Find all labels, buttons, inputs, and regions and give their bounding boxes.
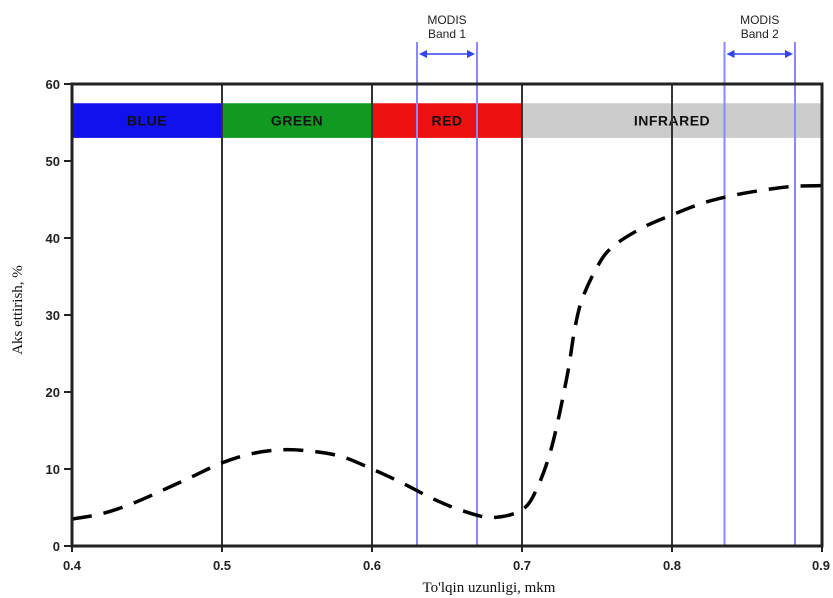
x-tick-label: 0.9 <box>812 558 830 573</box>
modis-band-label-line2: Band 2 <box>741 27 779 41</box>
color-band-green <box>222 103 372 138</box>
y-tick-label: 50 <box>46 154 60 169</box>
modis-band-arrow-head <box>726 50 735 58</box>
modis-band-arrow-head <box>419 50 427 58</box>
y-tick-label: 0 <box>53 539 60 554</box>
y-tick-label: 20 <box>46 385 60 400</box>
x-tick-label: 0.6 <box>363 558 381 573</box>
plot-background <box>72 84 822 546</box>
color-band-label: BLUE <box>127 113 167 129</box>
modis-band-arrow-head <box>785 50 793 58</box>
color-band-blue <box>72 103 222 138</box>
x-axis-label: To'lqin uzunligi, mkm <box>423 580 556 596</box>
y-tick-label: 40 <box>46 231 60 246</box>
y-axis-label: Aks ettirish, % <box>10 265 26 355</box>
x-tick-label: 0.8 <box>663 558 681 573</box>
x-tick-label: 0.5 <box>213 558 231 573</box>
reflectance-curve-0 <box>71 183 823 521</box>
x-tick-label: 0.7 <box>513 558 531 573</box>
y-tick-label: 10 <box>46 462 60 477</box>
series-layer <box>71 183 823 521</box>
color-bands: BLUEGREENREDINFRARED <box>72 103 822 138</box>
modis-band-label-line1: MODIS <box>427 13 466 27</box>
modis-band-arrow-head <box>467 50 475 58</box>
y-tick-label: 60 <box>46 77 60 92</box>
color-band-label: RED <box>431 113 462 129</box>
modis-band-label-line1: MODIS <box>740 13 779 27</box>
color-band-label: GREEN <box>271 113 323 129</box>
axis-ticks: 0.4 0.5 0.6 0.7 0.8 0.9 0 10 20 30 40 50 60 <box>46 77 831 573</box>
y-tick-label: 30 <box>46 308 60 323</box>
modis-band-label-line2: Band 1 <box>428 27 466 41</box>
x-tick-label: 0.4 <box>63 558 82 573</box>
color-band-red <box>372 103 522 138</box>
gridlines <box>221 84 673 546</box>
